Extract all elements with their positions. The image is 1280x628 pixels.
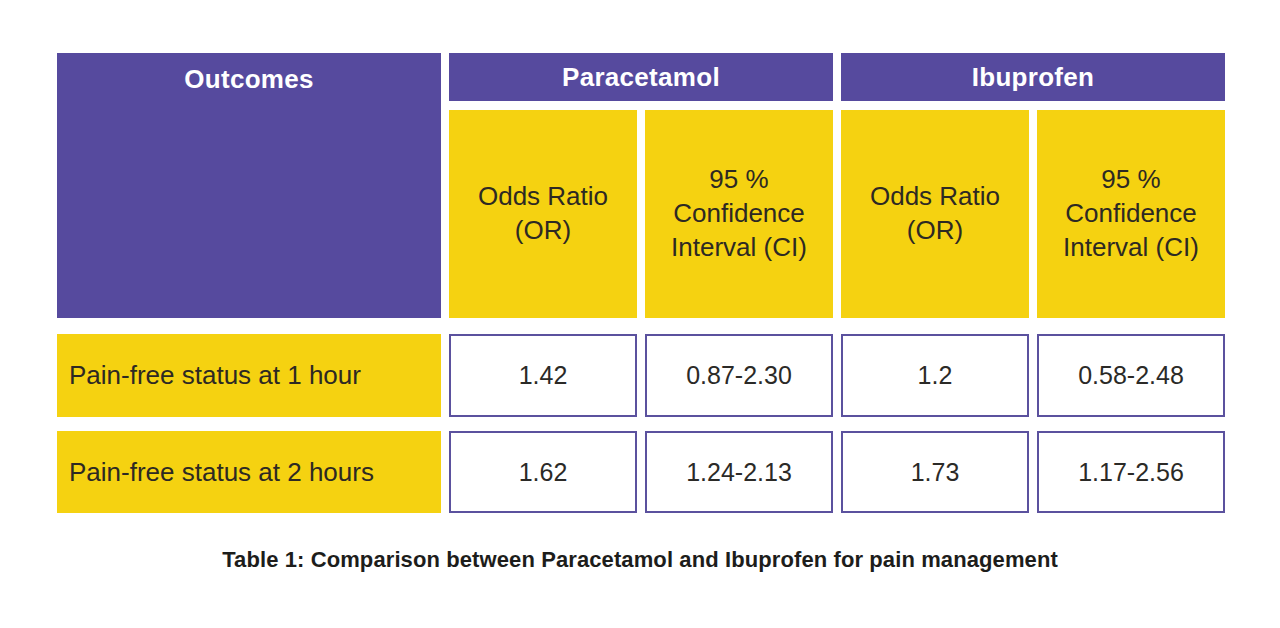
value-cell-ibuprofen-ci-2h: 1.17-2.56	[1037, 431, 1225, 513]
value-cell-ibuprofen-or-1h: 1.2	[841, 334, 1029, 417]
value-cell-paracetamol-or-2h: 1.62	[449, 431, 637, 513]
table-caption: Table 1: Comparison between Paracetamol …	[0, 547, 1280, 573]
value-cell-paracetamol-or-1h: 1.42	[449, 334, 637, 417]
subheader-ibuprofen-odds-ratio: Odds Ratio (OR)	[841, 110, 1029, 318]
subheader-paracetamol-confidence-interval: 95 % Confidence Interval (CI)	[645, 110, 833, 318]
subheader-ibuprofen-confidence-interval: 95 % Confidence Interval (CI)	[1037, 110, 1225, 318]
value-cell-ibuprofen-ci-1h: 0.58-2.48	[1037, 334, 1225, 417]
comparison-table: Outcomes Paracetamol Ibuprofen Odds Rati…	[57, 53, 1225, 513]
comparison-table-page: Outcomes Paracetamol Ibuprofen Odds Rati…	[0, 0, 1280, 628]
row-label-2-hours: Pain-free status at 2 hours	[57, 431, 441, 513]
row-label-1-hour: Pain-free status at 1 hour	[57, 334, 441, 417]
group-header-paracetamol: Paracetamol	[449, 53, 833, 101]
value-cell-paracetamol-ci-2h: 1.24-2.13	[645, 431, 833, 513]
value-cell-paracetamol-ci-1h: 0.87-2.30	[645, 334, 833, 417]
group-header-ibuprofen: Ibuprofen	[841, 53, 1225, 101]
value-cell-ibuprofen-or-2h: 1.73	[841, 431, 1029, 513]
outcomes-header-cell: Outcomes	[57, 53, 441, 318]
subheader-paracetamol-odds-ratio: Odds Ratio (OR)	[449, 110, 637, 318]
